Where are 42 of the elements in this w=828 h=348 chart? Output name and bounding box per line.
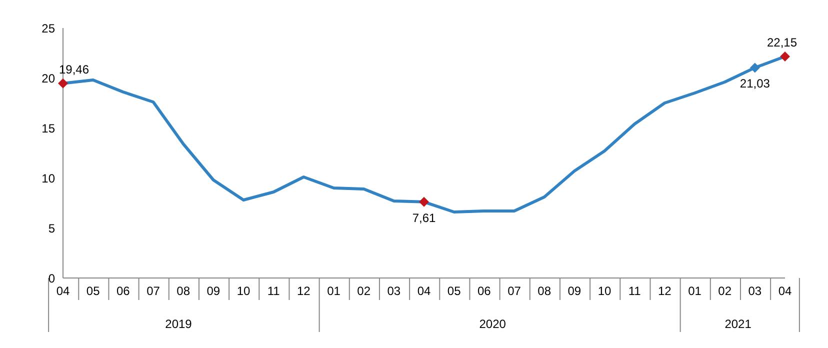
x-tick-label: 05 [86, 284, 100, 298]
x-tick-label: 02 [357, 284, 371, 298]
x-tick-label: 11 [267, 284, 280, 298]
point [58, 78, 68, 88]
x-tick-label: 04 [417, 284, 431, 298]
text: 2021 [724, 317, 752, 331]
data-label: 21,03 [740, 76, 770, 91]
x-tick-label: 06 [477, 284, 492, 298]
x-tick-label: 08 [538, 284, 552, 298]
x-tick-label: 07 [508, 284, 522, 298]
x-tick-label: 09 [568, 284, 582, 298]
point [750, 62, 760, 73]
x-tick-label: 11 [628, 284, 642, 298]
x-tick-label: 10 [598, 284, 612, 298]
x-tick-label: 01 [327, 284, 341, 298]
point [780, 52, 790, 62]
y-tick-label: 15 [42, 121, 56, 136]
text: 2020 [479, 317, 506, 331]
x-tick-label: 06 [116, 284, 130, 298]
data-label: 19,46 [59, 62, 90, 76]
x-tick-label: 09 [206, 284, 220, 298]
y-tick-label: 25 [42, 21, 56, 36]
data-label: 7,61 [412, 210, 436, 225]
x-tick-label: 08 [176, 284, 190, 298]
x-tick-label: 03 [387, 284, 401, 298]
x-tick-label: 07 [146, 284, 160, 298]
x-tick-label: 05 [447, 284, 462, 298]
y-tick-label: 0 [48, 271, 56, 286]
point [419, 196, 429, 207]
y-tick-label: 20 [42, 71, 56, 86]
x-tick-label: 10 [236, 284, 250, 298]
x-tick-label: 12 [658, 284, 672, 298]
x-tick-label: 03 [748, 284, 762, 298]
text: 2019 [165, 317, 192, 331]
data-label: 22,15 [766, 36, 798, 50]
x-tick-label: 01 [688, 284, 702, 298]
x-tick-label: 04 [778, 284, 792, 298]
y-tick-label: 5 [48, 221, 56, 236]
x-tick-label: 12 [296, 284, 311, 298]
x-tick-label: 02 [718, 284, 732, 298]
y-tick-label: 10 [42, 171, 56, 186]
x-tick-label: 04 [56, 284, 70, 298]
